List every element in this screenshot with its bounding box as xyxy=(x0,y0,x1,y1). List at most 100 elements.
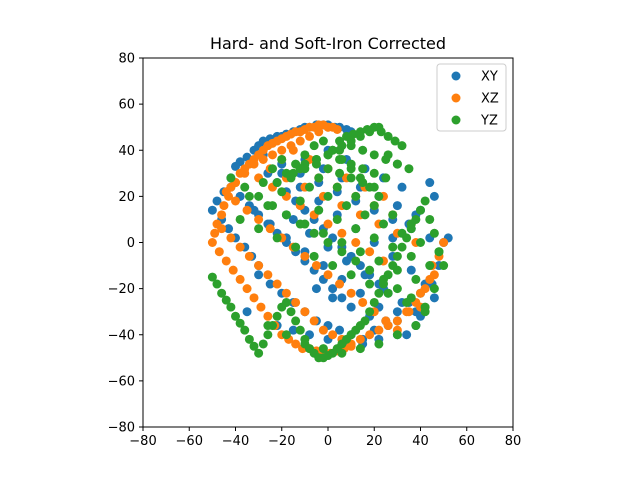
data-point-yz xyxy=(406,251,416,261)
data-point-xz xyxy=(240,168,250,178)
data-point-xz xyxy=(272,279,282,289)
data-point-xz xyxy=(249,293,259,303)
data-point-yz xyxy=(254,348,264,358)
data-point-xy xyxy=(342,256,351,266)
data-point-xy xyxy=(355,288,365,298)
data-point-yz xyxy=(392,330,402,340)
data-point-yz xyxy=(263,321,273,331)
axes-frame xyxy=(142,57,514,428)
x-tick-label: 20 xyxy=(366,434,383,449)
data-point-xz xyxy=(249,159,259,169)
data-point-yz xyxy=(374,288,384,298)
data-point-yz xyxy=(295,196,305,206)
data-point-yz xyxy=(323,164,333,174)
y-tick-label: 20 xyxy=(118,190,135,205)
data-point-xz xyxy=(219,201,229,211)
data-point-xz xyxy=(288,145,298,155)
x-tick-label: −80 xyxy=(129,434,156,449)
data-point-xz xyxy=(300,307,310,317)
data-point-yz xyxy=(439,261,449,271)
data-point-xz xyxy=(217,210,227,220)
data-point-yz xyxy=(226,302,236,312)
data-point-yz xyxy=(369,297,379,307)
data-point-yz xyxy=(351,224,361,234)
data-point-yz xyxy=(281,168,291,178)
data-point-yz xyxy=(358,145,368,155)
data-point-yz xyxy=(300,150,310,160)
data-point-yz xyxy=(397,242,407,252)
data-point-yz xyxy=(277,187,287,197)
data-point-yz xyxy=(369,233,379,243)
data-point-xz xyxy=(335,279,345,289)
data-point-xy xyxy=(406,265,416,275)
data-point-yz xyxy=(240,182,250,192)
x-tick-label: 60 xyxy=(458,434,475,449)
y-tick-label: −60 xyxy=(108,374,135,389)
data-point-yz xyxy=(369,168,379,178)
series-yz-points xyxy=(207,122,449,363)
data-point-xy xyxy=(207,205,217,215)
data-point-yz xyxy=(300,219,310,229)
data-point-xz xyxy=(217,224,227,234)
data-point-yz xyxy=(291,159,301,169)
data-point-yz xyxy=(390,136,400,146)
data-point-xy xyxy=(328,284,338,294)
data-point-xz xyxy=(425,274,435,284)
data-point-yz xyxy=(272,233,282,243)
data-point-yz xyxy=(335,168,345,178)
data-point-xy xyxy=(337,293,347,303)
data-point-xy xyxy=(249,205,259,215)
data-point-yz xyxy=(212,279,222,289)
data-point-yz xyxy=(392,284,402,294)
data-point-xz xyxy=(323,270,333,280)
data-point-xz xyxy=(291,339,301,349)
data-point-yz xyxy=(309,141,319,151)
legend-label-yz: YZ xyxy=(480,114,498,129)
data-point-yz xyxy=(323,238,333,247)
x-tick-label: −60 xyxy=(176,434,203,449)
legend-items: XY XZ YZ xyxy=(451,70,499,129)
y-tick-label: 0 xyxy=(127,236,135,251)
data-point-xz xyxy=(263,270,273,280)
data-point-yz xyxy=(281,210,291,220)
data-point-yz xyxy=(305,182,314,192)
data-point-xz xyxy=(374,325,384,335)
data-point-xy xyxy=(392,307,402,317)
data-point-yz xyxy=(332,214,342,224)
data-point-yz xyxy=(332,182,342,192)
data-point-yz xyxy=(429,284,439,294)
data-point-yz xyxy=(258,339,268,349)
legend-marker-xz xyxy=(451,93,461,103)
data-point-xz xyxy=(314,127,324,137)
data-point-yz xyxy=(291,316,301,326)
data-point-xy xyxy=(311,284,321,294)
data-point-yz xyxy=(281,330,291,340)
data-point-yz xyxy=(404,164,414,174)
data-point-xy xyxy=(288,214,298,224)
data-point-yz xyxy=(286,307,296,317)
data-point-yz xyxy=(263,330,273,340)
x-tick-label: 0 xyxy=(324,434,332,449)
data-point-yz xyxy=(381,173,391,183)
data-point-xy xyxy=(328,293,338,303)
data-point-yz xyxy=(244,191,254,201)
data-point-xz xyxy=(309,316,319,326)
data-point-yz xyxy=(318,136,328,146)
data-point-yz xyxy=(365,265,375,275)
data-point-yz xyxy=(314,205,324,215)
data-point-yz xyxy=(392,265,402,275)
data-point-yz xyxy=(420,307,430,317)
data-point-yz xyxy=(281,297,291,307)
y-tick-label: 60 xyxy=(118,98,135,113)
data-point-xy xyxy=(318,261,328,271)
data-point-yz xyxy=(355,173,365,183)
data-point-yz xyxy=(309,251,319,261)
data-point-xz xyxy=(214,247,224,257)
legend-marker-yz xyxy=(451,115,461,125)
data-point-xy xyxy=(242,152,252,162)
data-point-xz xyxy=(300,251,310,261)
data-point-xz xyxy=(254,214,264,224)
data-point-yz xyxy=(323,191,333,201)
data-point-xz xyxy=(305,131,314,141)
